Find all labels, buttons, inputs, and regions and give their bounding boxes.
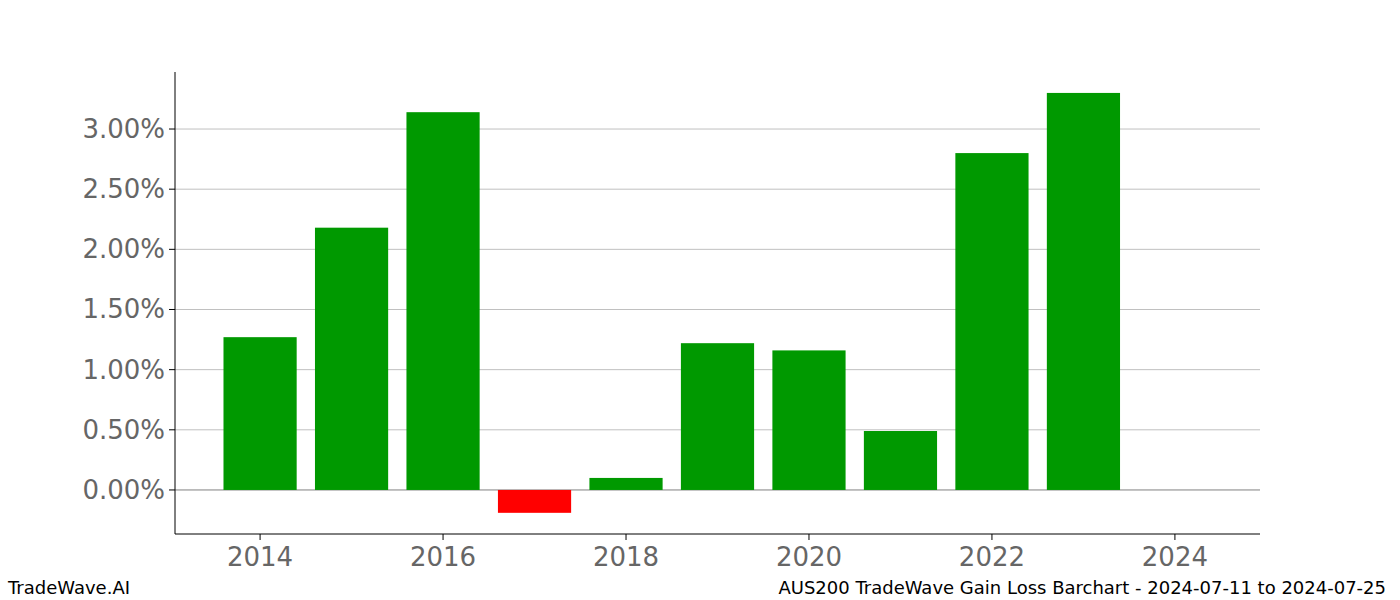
bar xyxy=(864,431,937,490)
y-tick xyxy=(169,309,175,310)
bar xyxy=(406,112,479,490)
bar xyxy=(772,350,845,490)
x-tick-label: 2020 xyxy=(776,542,842,572)
y-tick xyxy=(169,189,175,190)
x-tick xyxy=(260,534,261,540)
x-tick xyxy=(443,534,444,540)
chart: 0.00% 0.50% 1.00% 1.50% 2.00% 2.50% 3.00% 2014 2… xyxy=(0,0,1400,600)
y-tick-label: 1.00% xyxy=(82,355,165,385)
x-tick xyxy=(626,534,627,540)
y-axis xyxy=(175,72,176,534)
bar xyxy=(681,343,754,490)
y-tick-label: 2.00% xyxy=(82,234,165,264)
bar xyxy=(1047,93,1120,490)
x-tick-label: 2022 xyxy=(959,542,1025,572)
bar xyxy=(589,478,662,490)
x-tick-label: 2014 xyxy=(227,542,293,572)
bar xyxy=(223,337,296,490)
x-tick xyxy=(808,534,809,540)
bar xyxy=(315,228,388,490)
x-tick-label: 2016 xyxy=(410,542,476,572)
y-tick xyxy=(169,489,175,490)
x-tick-label: 2018 xyxy=(593,542,659,572)
bar xyxy=(955,153,1028,490)
y-tick-label: 2.50% xyxy=(82,174,165,204)
footer-left: TradeWave.AI xyxy=(7,577,130,598)
y-tick-label: 3.00% xyxy=(82,114,165,144)
y-tick xyxy=(169,249,175,250)
y-tick xyxy=(169,429,175,430)
y-tick xyxy=(169,129,175,130)
x-tick-label: 2024 xyxy=(1142,542,1208,572)
x-axis xyxy=(175,534,1260,535)
x-tick xyxy=(1174,534,1175,540)
bars xyxy=(223,93,1120,513)
title: AUS200 TradeWave Gain Loss Barchart - 20… xyxy=(778,577,1386,598)
y-tick xyxy=(169,369,175,370)
y-tick-label: 1.50% xyxy=(82,294,165,324)
x-tick xyxy=(991,534,992,540)
y-tick-label: 0.00% xyxy=(82,475,165,505)
y-tick-label: 0.50% xyxy=(82,415,165,445)
bar xyxy=(498,490,571,513)
